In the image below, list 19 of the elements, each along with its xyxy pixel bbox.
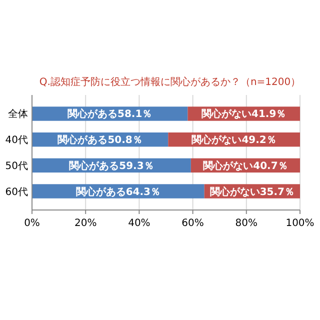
data-label: 関心がある58.1％: [68, 108, 152, 120]
data-label: 関心がない41.9％: [202, 108, 286, 120]
data-label: 関心がある59.3％: [69, 160, 154, 172]
y-tick-label: 60代: [5, 186, 28, 198]
x-tick-label: 0%: [24, 218, 40, 229]
y-tick-label: 全体: [8, 108, 28, 120]
x-tick-label: 20%: [74, 218, 97, 229]
x-tick-label: 100%: [286, 218, 314, 229]
data-label: 関心がある50.8％: [58, 134, 142, 146]
x-tick-label: 80%: [235, 218, 258, 229]
y-tick-label: 40代: [5, 135, 28, 146]
data-label: 関心がない40.7％: [203, 160, 288, 172]
data-label: 関心がない49.2％: [192, 134, 276, 146]
x-tick-label: 60%: [182, 218, 204, 229]
x-tick-label: 40%: [128, 218, 150, 229]
data-label: 関心がない35.7％: [210, 186, 295, 198]
data-label: 関心がある64.3％: [76, 186, 161, 198]
chart-title: Q.認知症予防に役立つ情報に関心があるか？（n=1200）: [39, 76, 301, 88]
y-tick-label: 50代: [5, 160, 28, 172]
